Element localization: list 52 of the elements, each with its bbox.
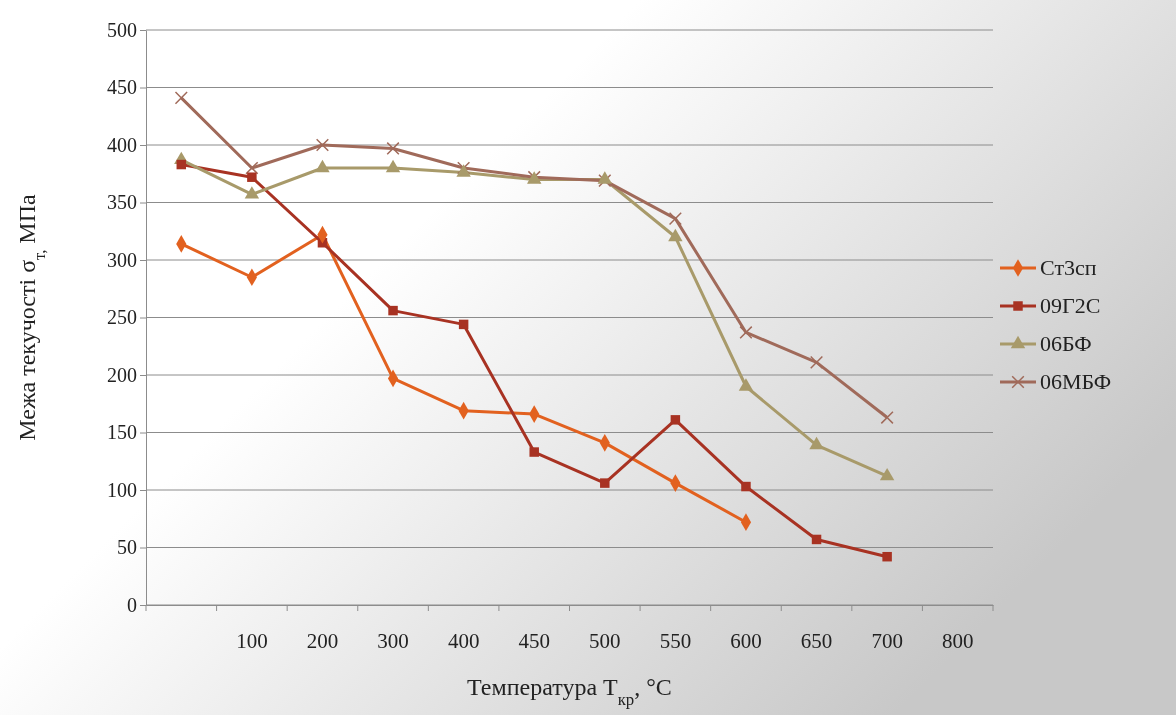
legend-label: 06МБФ [1040, 369, 1112, 394]
point [388, 305, 398, 316]
point [598, 174, 612, 188]
point [600, 478, 610, 488]
point [670, 415, 681, 425]
x-tick-label: 700 [871, 628, 903, 653]
x-tick-label: 800 [941, 628, 974, 653]
y-tick-label: 300 [107, 248, 137, 271]
point [668, 212, 682, 226]
legend-label: 09Г2С [1040, 293, 1101, 318]
point [315, 138, 330, 152]
y-tick-label: 50 [117, 536, 137, 559]
x-axis-title: Температура T$_{кр}$, °C [467, 674, 672, 709]
y-tick-label: 250 [107, 306, 137, 329]
y-tick-label: 350 [107, 191, 137, 214]
point [882, 551, 892, 562]
point [244, 186, 260, 199]
y-tick-label: 100 [107, 478, 137, 501]
point [809, 355, 824, 369]
x-tick-label: 600 [730, 628, 762, 653]
y-tick-label: 450 [107, 76, 137, 99]
point [738, 378, 754, 391]
y-tick-label: 0 [127, 593, 137, 616]
point [385, 159, 401, 173]
x-tick-label: 550 [659, 628, 692, 653]
point [529, 447, 539, 457]
x-tick-label: 400 [447, 628, 480, 653]
x-tick-label: 200 [306, 628, 339, 653]
point [458, 319, 469, 330]
point [668, 228, 683, 242]
y-tick-label: 200 [107, 363, 137, 386]
point [741, 481, 751, 492]
legend-label: Ст3сп [1040, 255, 1097, 280]
x-tick-label: 100 [236, 628, 268, 653]
legend-label: 06БФ [1040, 331, 1092, 356]
point [245, 161, 259, 175]
y-tick-label: 150 [107, 421, 137, 444]
x-tick-label: 500 [589, 628, 621, 653]
y-tick-label: 400 [107, 133, 137, 156]
point [315, 159, 330, 173]
point [174, 91, 188, 105]
point [386, 141, 400, 156]
y-tick-label: 500 [107, 18, 137, 41]
point [811, 534, 822, 545]
point [247, 172, 257, 182]
point [176, 159, 187, 170]
point [880, 410, 894, 425]
point [597, 171, 612, 184]
point [739, 325, 753, 340]
x-tick-label: 650 [800, 628, 833, 653]
x-tick-label: 450 [518, 628, 550, 653]
x-tick-label: 300 [377, 628, 409, 653]
